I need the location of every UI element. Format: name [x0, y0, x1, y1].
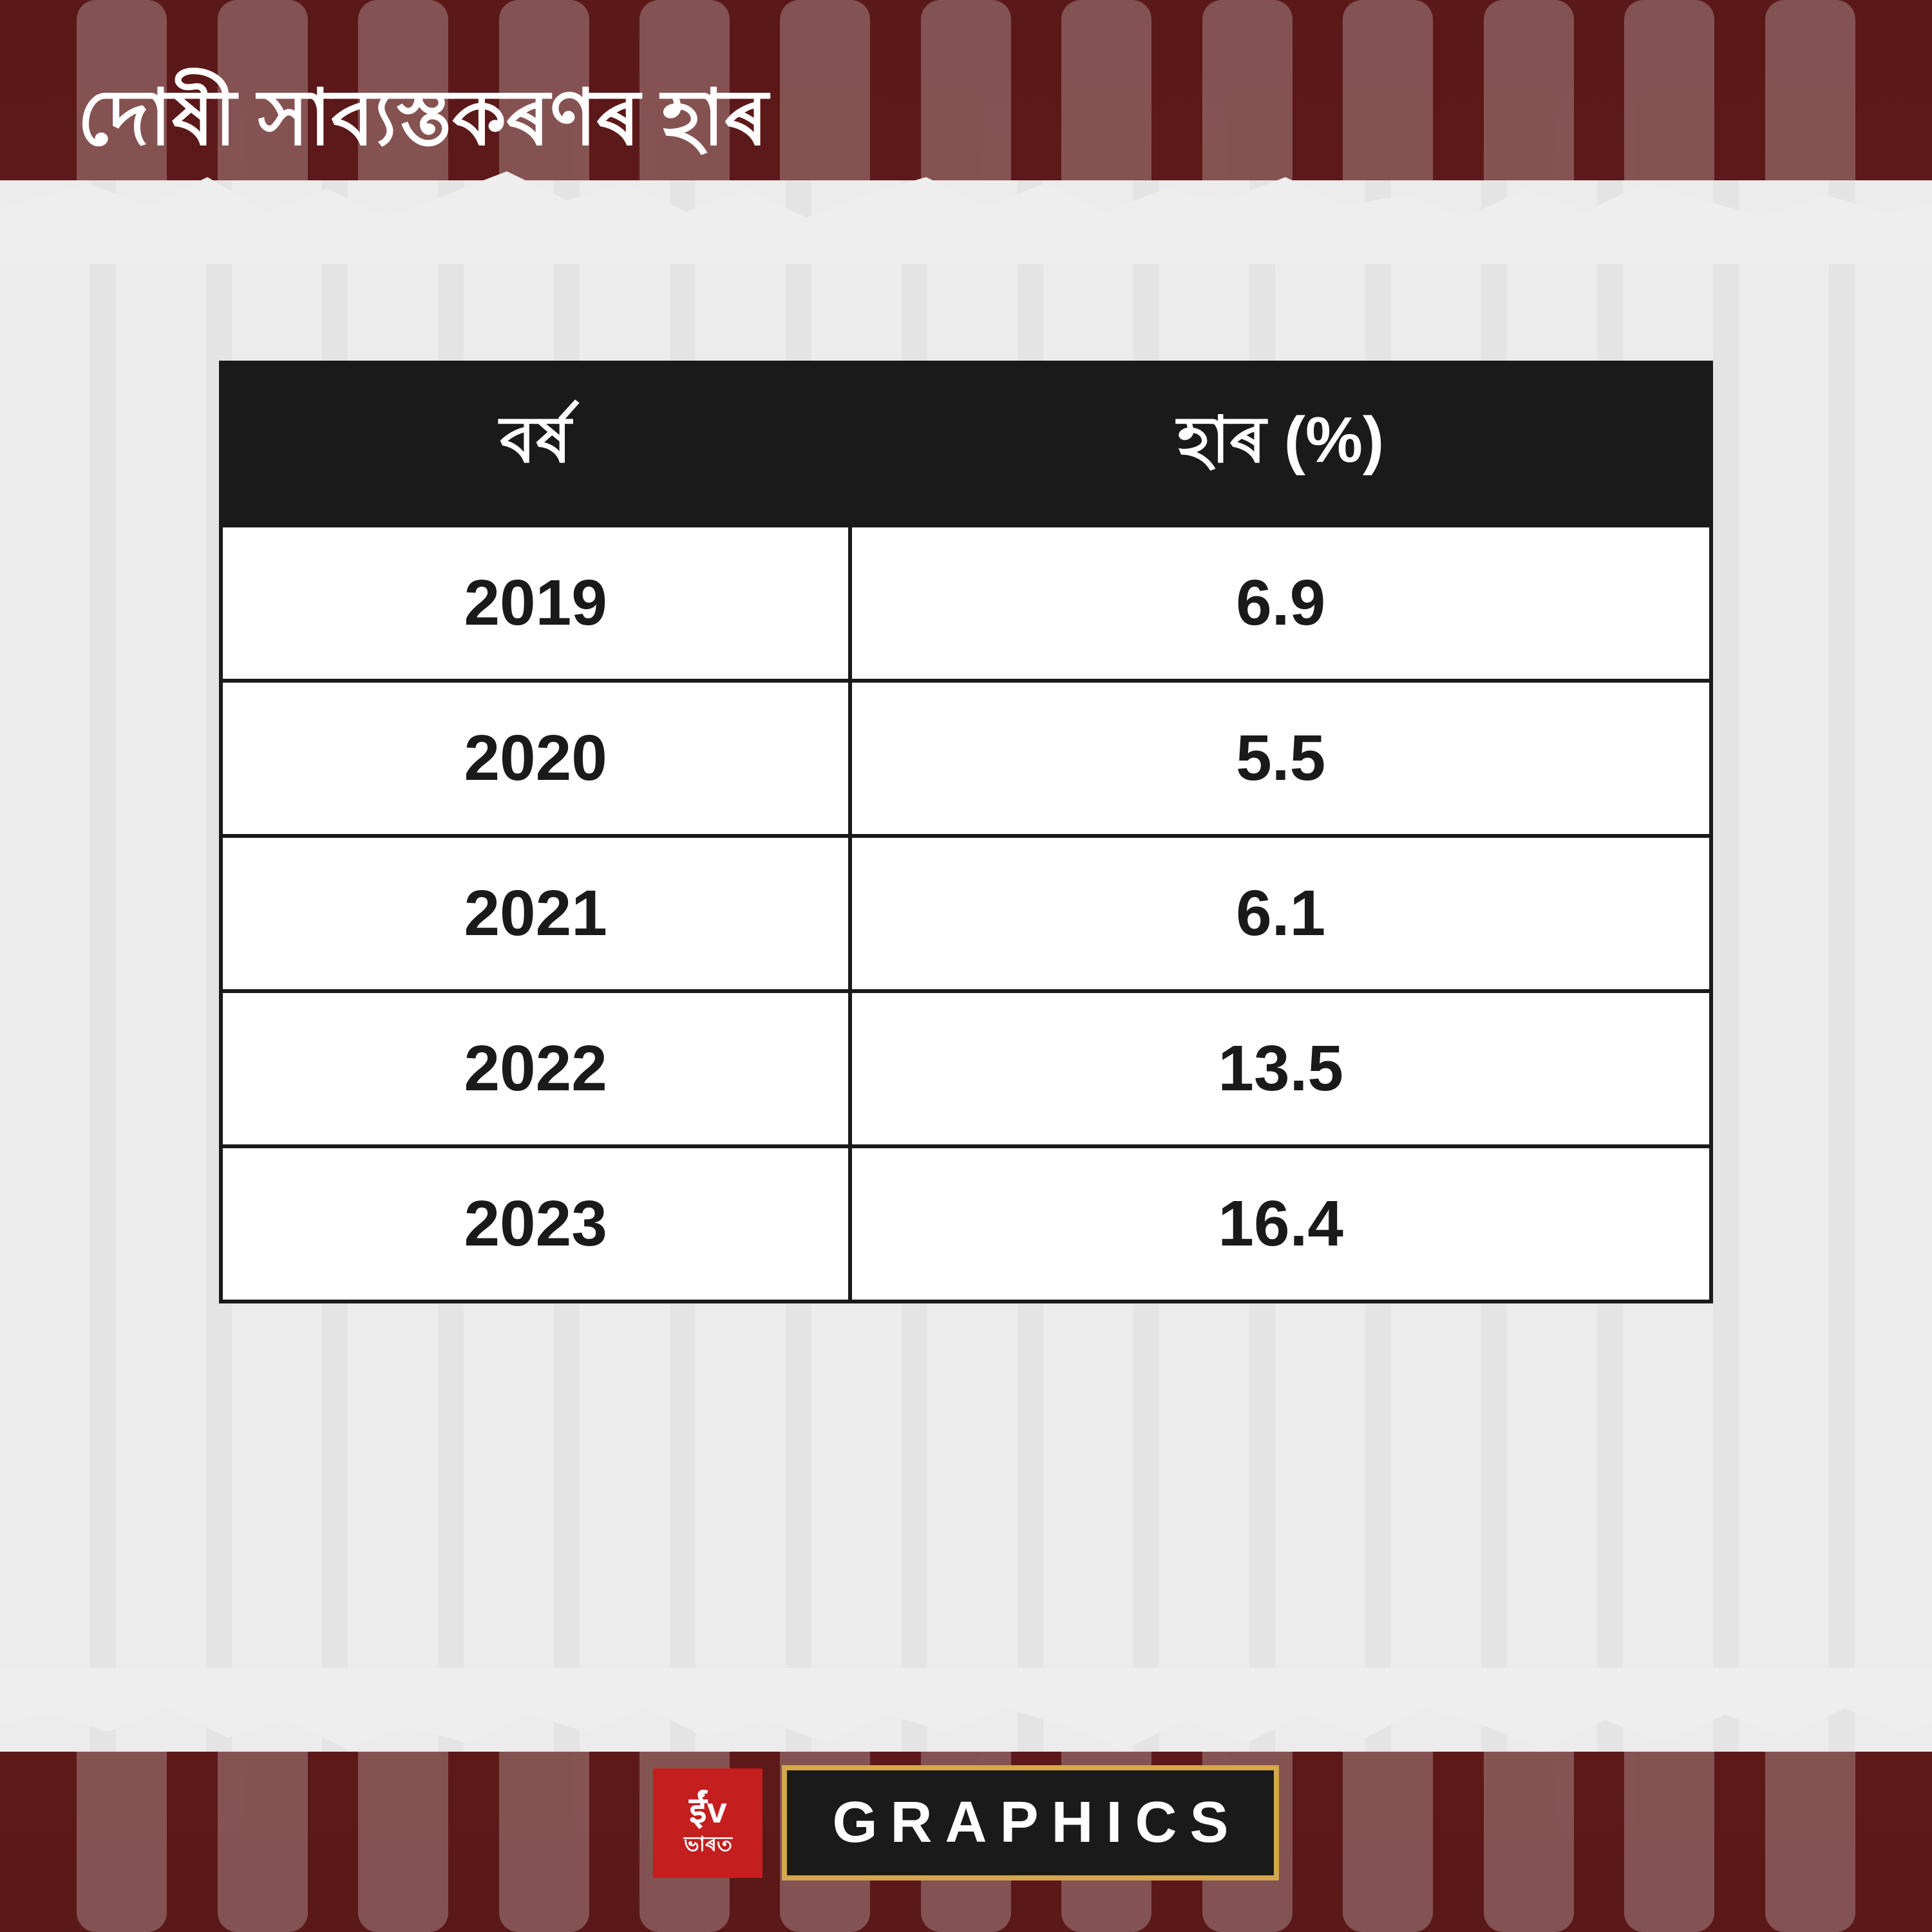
etv-bharat-logo: ईंv ভাৰত [653, 1768, 762, 1878]
conviction-rate-table: বৰ্ষ হাৰ (%) 2019 6.9 2020 5.5 2021 6.1 … [219, 361, 1713, 1303]
cell-rate: 5.5 [850, 681, 1711, 836]
cell-year: 2021 [221, 836, 850, 991]
cell-rate: 6.9 [850, 526, 1711, 681]
graphics-badge: GRAPHICS [782, 1765, 1278, 1880]
cell-year: 2019 [221, 526, 850, 681]
table-row: 2022 13.5 [221, 991, 1711, 1146]
table-row: 2023 16.4 [221, 1146, 1711, 1302]
table-row: 2019 6.9 [221, 526, 1711, 681]
table-row: 2020 5.5 [221, 681, 1711, 836]
page-title: দোষী সাব্যস্তকৰণৰ হাৰ [77, 58, 768, 187]
cell-year: 2023 [221, 1146, 850, 1302]
cell-year: 2022 [221, 991, 850, 1146]
cell-rate: 6.1 [850, 836, 1711, 991]
cell-rate: 16.4 [850, 1146, 1711, 1302]
table-header-row: বৰ্ষ হাৰ (%) [221, 363, 1711, 526]
column-header-rate: হাৰ (%) [850, 363, 1711, 526]
cell-year: 2020 [221, 681, 850, 836]
logo-text-bottom: ভাৰত [684, 1833, 732, 1854]
data-table-container: বৰ্ষ হাৰ (%) 2019 6.9 2020 5.5 2021 6.1 … [219, 361, 1713, 1303]
column-header-year: বৰ্ষ [221, 363, 850, 526]
logo-text-top: ईंv [689, 1792, 727, 1828]
cell-rate: 13.5 [850, 991, 1711, 1146]
footer: ईंv ভাৰত GRAPHICS [0, 1765, 1932, 1880]
table-row: 2021 6.1 [221, 836, 1711, 991]
